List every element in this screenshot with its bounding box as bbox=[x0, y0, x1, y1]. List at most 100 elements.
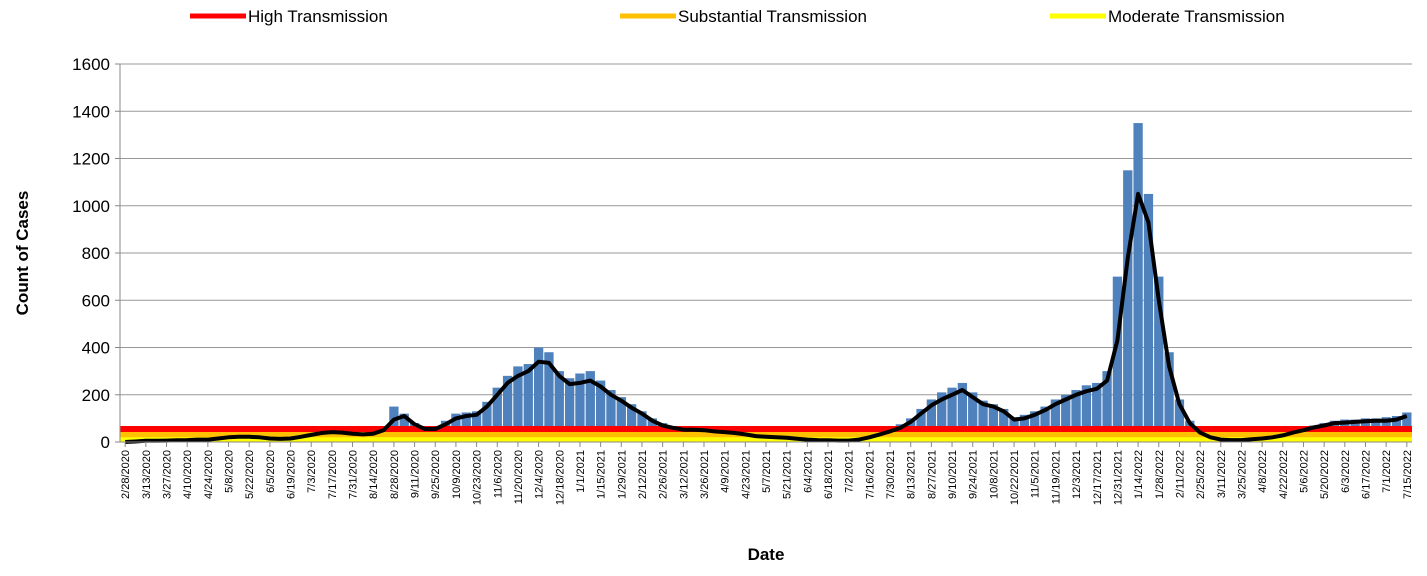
y-axis-label: Count of Cases bbox=[13, 191, 32, 316]
x-tick-label: 3/11/2022 bbox=[1216, 450, 1228, 498]
x-tick-label: 2/25/2022 bbox=[1195, 450, 1207, 499]
x-tick-label: 8/14/2020 bbox=[368, 450, 380, 499]
x-tick-label: 6/19/2020 bbox=[286, 450, 298, 499]
x-tick-label: 10/9/2020 bbox=[451, 450, 463, 499]
bar bbox=[1040, 406, 1050, 442]
x-tick-label: 7/2/2021 bbox=[844, 450, 856, 493]
x-tick-label: 3/13/2020 bbox=[141, 450, 153, 499]
x-tick-label: 9/24/2021 bbox=[968, 450, 980, 499]
legend-label: Moderate Transmission bbox=[1108, 7, 1285, 26]
x-tick-label: 6/18/2021 bbox=[823, 450, 835, 499]
bar bbox=[585, 371, 595, 442]
x-tick-label: 10/23/2020 bbox=[472, 450, 484, 505]
bar bbox=[1061, 394, 1071, 442]
y-tick-label: 800 bbox=[82, 244, 110, 263]
x-tick-label: 3/12/2021 bbox=[678, 450, 690, 499]
x-tick-label: 7/16/2021 bbox=[864, 450, 876, 499]
y-tick-label: 1400 bbox=[72, 102, 110, 121]
y-tick-label: 600 bbox=[82, 291, 110, 310]
bar bbox=[926, 399, 937, 442]
bar bbox=[1092, 382, 1102, 442]
x-tick-label: 1/29/2021 bbox=[616, 450, 628, 499]
bar bbox=[626, 404, 637, 442]
y-tick-label: 200 bbox=[82, 386, 110, 405]
x-tick-label: 5/20/2022 bbox=[1319, 450, 1331, 499]
x-tick-label: 6/5/2020 bbox=[265, 450, 277, 493]
x-tick-label: 11/20/2020 bbox=[513, 450, 525, 504]
y-tick-label: 1200 bbox=[72, 150, 110, 169]
x-tick-label: 5/6/2022 bbox=[1298, 450, 1310, 493]
x-tick-label: 5/22/2020 bbox=[244, 450, 256, 499]
y-tick-label: 1000 bbox=[72, 197, 110, 216]
x-tick-label: 7/15/2022 bbox=[1402, 450, 1414, 499]
x-tick-label: 12/3/2021 bbox=[1071, 450, 1083, 499]
x-tick-label: 2/12/2021 bbox=[637, 450, 649, 499]
y-tick-label: 1600 bbox=[72, 55, 110, 74]
x-tick-label: 10/8/2021 bbox=[988, 450, 1000, 499]
bar bbox=[513, 366, 523, 442]
x-tick-label: 4/9/2021 bbox=[720, 450, 732, 493]
x-tick-label: 6/3/2022 bbox=[1340, 450, 1352, 493]
x-tick-label: 4/24/2020 bbox=[203, 450, 215, 499]
bar bbox=[988, 404, 999, 442]
bar bbox=[1133, 123, 1143, 442]
x-tick-label: 11/6/2020 bbox=[492, 450, 504, 498]
bar bbox=[1050, 399, 1061, 442]
bar bbox=[968, 392, 978, 442]
x-tick-label: 7/17/2020 bbox=[327, 450, 339, 499]
x-tick-label: 12/17/2021 bbox=[1092, 450, 1104, 505]
x-tick-label: 4/10/2020 bbox=[182, 450, 194, 499]
x-tick-label: 8/13/2021 bbox=[906, 450, 918, 499]
x-tick-label: 12/31/2021 bbox=[1112, 450, 1124, 505]
bar bbox=[1174, 399, 1185, 442]
bar bbox=[1081, 385, 1092, 442]
bar bbox=[389, 406, 399, 442]
x-tick-label: 2/11/2022 bbox=[1174, 450, 1186, 498]
x-tick-label: 6/17/2022 bbox=[1360, 450, 1372, 499]
bar bbox=[1143, 193, 1154, 442]
x-tick-label: 9/25/2020 bbox=[430, 450, 442, 499]
bar bbox=[575, 373, 585, 442]
bar bbox=[937, 392, 947, 442]
x-tick-label: 6/4/2021 bbox=[802, 450, 814, 493]
bar bbox=[1154, 276, 1164, 442]
moving-average-line bbox=[125, 191, 1408, 444]
x-axis-label: Date bbox=[748, 545, 785, 564]
bar bbox=[1071, 390, 1081, 442]
x-tick-label: 1/1/2021 bbox=[575, 450, 587, 493]
x-tick-label: 8/28/2020 bbox=[389, 450, 401, 499]
legend-label: High Transmission bbox=[248, 7, 388, 26]
bar bbox=[595, 380, 606, 442]
x-tick-label: 1/15/2021 bbox=[596, 450, 608, 499]
bar bbox=[606, 390, 616, 442]
x-tick-label: 12/4/2020 bbox=[534, 450, 546, 499]
bar bbox=[1123, 170, 1133, 442]
legend-label: Substantial Transmission bbox=[678, 7, 867, 26]
x-tick-label: 5/8/2020 bbox=[224, 450, 236, 493]
x-tick-label: 8/27/2021 bbox=[926, 450, 938, 499]
x-tick-label: 2/26/2021 bbox=[658, 450, 670, 499]
bar bbox=[1164, 352, 1174, 442]
x-tick-label: 7/1/2022 bbox=[1381, 450, 1393, 493]
x-tick-label: 1/14/2022 bbox=[1133, 450, 1145, 499]
x-tick-label: 2/28/2020 bbox=[120, 450, 132, 499]
x-tick-label: 5/21/2021 bbox=[782, 450, 794, 499]
x-tick-label: 11/5/2021 bbox=[1030, 450, 1042, 498]
x-tick-label: 10/22/2021 bbox=[1009, 450, 1021, 505]
x-tick-label: 9/11/2020 bbox=[410, 450, 422, 498]
x-tick-label: 4/22/2022 bbox=[1278, 450, 1290, 499]
bar bbox=[947, 387, 957, 442]
x-tick-label: 12/18/2020 bbox=[554, 450, 566, 505]
bar bbox=[616, 397, 626, 442]
x-tick-label: 3/27/2020 bbox=[162, 450, 174, 499]
x-tick-label: 5/7/2021 bbox=[761, 450, 773, 493]
x-tick-label: 3/26/2021 bbox=[699, 450, 711, 499]
x-tick-label: 3/25/2022 bbox=[1236, 450, 1248, 499]
bar bbox=[916, 408, 926, 442]
bar bbox=[999, 408, 1009, 442]
y-tick-label: 0 bbox=[101, 433, 110, 452]
x-tick-label: 11/19/2021 bbox=[1050, 450, 1062, 504]
bar bbox=[523, 364, 533, 442]
